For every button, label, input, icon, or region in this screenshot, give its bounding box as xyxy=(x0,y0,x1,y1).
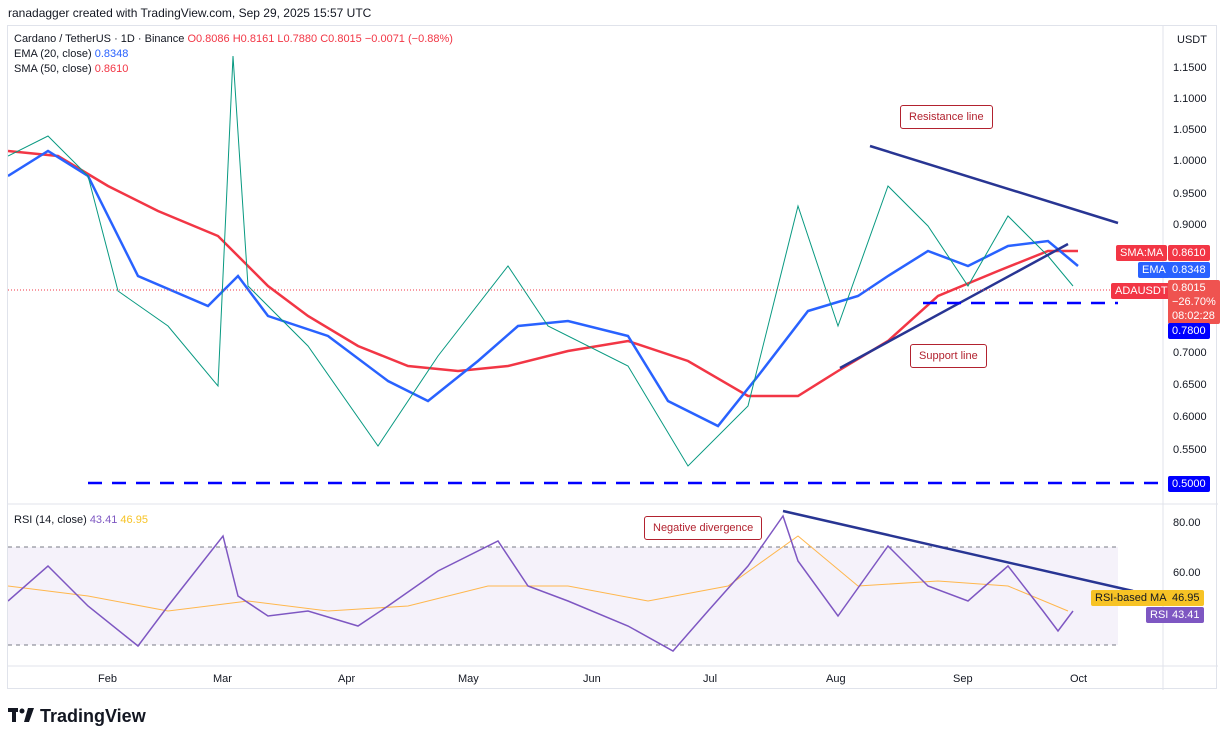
svg-text:Jul: Jul xyxy=(703,673,717,685)
divergence-callout: Negative divergence xyxy=(644,516,763,540)
sma-tag-value: 0.8610 xyxy=(1168,245,1210,261)
support-level-tag: 0.7800 xyxy=(1168,323,1210,339)
sma-label[interactable]: SMA (50, close) xyxy=(14,63,92,75)
ohlc-close: C0.8015 xyxy=(320,33,362,45)
price-tag-pct: −26.70% xyxy=(1172,296,1216,308)
svg-text:May: May xyxy=(458,673,479,685)
price-chart[interactable]: 1.1500 1.1000 1.0500 1.0000 0.9500 0.900… xyxy=(8,26,1218,690)
support-callout: Support line xyxy=(910,344,987,368)
time-axis: Feb Mar Apr May Jun Jul Aug Sep Oct xyxy=(98,673,1087,685)
ohlc-high: H0.8161 xyxy=(232,33,275,45)
svg-text:Oct: Oct xyxy=(1070,673,1087,685)
brand-name: TradingView xyxy=(40,706,146,726)
svg-text:Feb: Feb xyxy=(98,673,117,685)
currency-label[interactable]: USDT xyxy=(1177,34,1207,46)
tradingview-logo[interactable]: TradingView xyxy=(8,706,146,727)
ema-label[interactable]: EMA (20, close) xyxy=(14,48,92,60)
credit-line: ranadagger created with TradingView.com,… xyxy=(8,6,372,20)
ema-value: 0.8348 xyxy=(94,48,129,60)
price-tag: 0.8015 −26.70% 08:02:28 xyxy=(1168,280,1220,324)
ema-tag-label: EMA xyxy=(1138,262,1170,278)
svg-text:1.0500: 1.0500 xyxy=(1173,124,1207,136)
svg-text:0.9000: 0.9000 xyxy=(1173,219,1207,231)
chart-area[interactable]: Cardano / TetherUS · 1D · Binance O0.808… xyxy=(7,25,1220,690)
svg-text:0.6500: 0.6500 xyxy=(1173,379,1207,391)
ohlc-low: L0.7880 xyxy=(277,33,318,45)
price-tag-timer: 08:02:28 xyxy=(1172,310,1215,322)
symbol-title[interactable]: Cardano / TetherUS · 1D · Binance xyxy=(14,33,185,45)
price-tag-label: ADAUSDT xyxy=(1111,283,1172,299)
sma-value: 0.8610 xyxy=(94,63,129,75)
sma-tag-label: SMA:MA xyxy=(1116,245,1168,261)
ohlc-open: O0.8086 xyxy=(187,33,230,45)
floor-level-tag: 0.5000 xyxy=(1168,476,1210,492)
rsi-value: 43.41 xyxy=(89,514,118,526)
svg-text:Sep: Sep xyxy=(953,673,973,685)
svg-text:Apr: Apr xyxy=(338,673,355,685)
svg-text:80.00: 80.00 xyxy=(1173,517,1201,529)
svg-text:0.6000: 0.6000 xyxy=(1173,411,1207,423)
svg-text:0.7000: 0.7000 xyxy=(1173,347,1207,359)
svg-text:0.5500: 0.5500 xyxy=(1173,444,1207,456)
price-axis-ticks: 1.1500 1.1000 1.0500 1.0000 0.9500 0.900… xyxy=(1173,62,1207,579)
svg-text:0.9500: 0.9500 xyxy=(1173,188,1207,200)
rsi-ma-tag-label: RSI-based MA xyxy=(1091,590,1171,606)
ohlc-change: −0.0071 (−0.88%) xyxy=(364,33,453,45)
svg-text:Jun: Jun xyxy=(583,673,601,685)
resistance-callout: Resistance line xyxy=(900,105,993,129)
rsi-ma-tag-value: 46.95 xyxy=(1168,590,1204,606)
rsi-tag-label: RSI xyxy=(1146,607,1173,623)
svg-text:60.00: 60.00 xyxy=(1173,567,1201,579)
tv-logo-icon xyxy=(8,706,34,727)
rsi-ma-value: 46.95 xyxy=(120,514,148,526)
rsi-tag-value: 43.41 xyxy=(1168,607,1204,623)
svg-text:1.1000: 1.1000 xyxy=(1173,93,1207,105)
chart-legend: Cardano / TetherUS · 1D · Binance O0.808… xyxy=(14,32,453,77)
rsi-label[interactable]: RSI (14, close) xyxy=(14,514,87,526)
svg-text:1.1500: 1.1500 xyxy=(1173,62,1207,74)
price-tag-value: 0.8015 xyxy=(1172,282,1206,294)
svg-text:1.0000: 1.0000 xyxy=(1173,155,1207,167)
rsi-legend: RSI (14, close) 43.41 46.95 xyxy=(14,514,148,526)
svg-text:Aug: Aug xyxy=(826,673,846,685)
ema-tag-value: 0.8348 xyxy=(1168,262,1210,278)
svg-text:Mar: Mar xyxy=(213,673,232,685)
